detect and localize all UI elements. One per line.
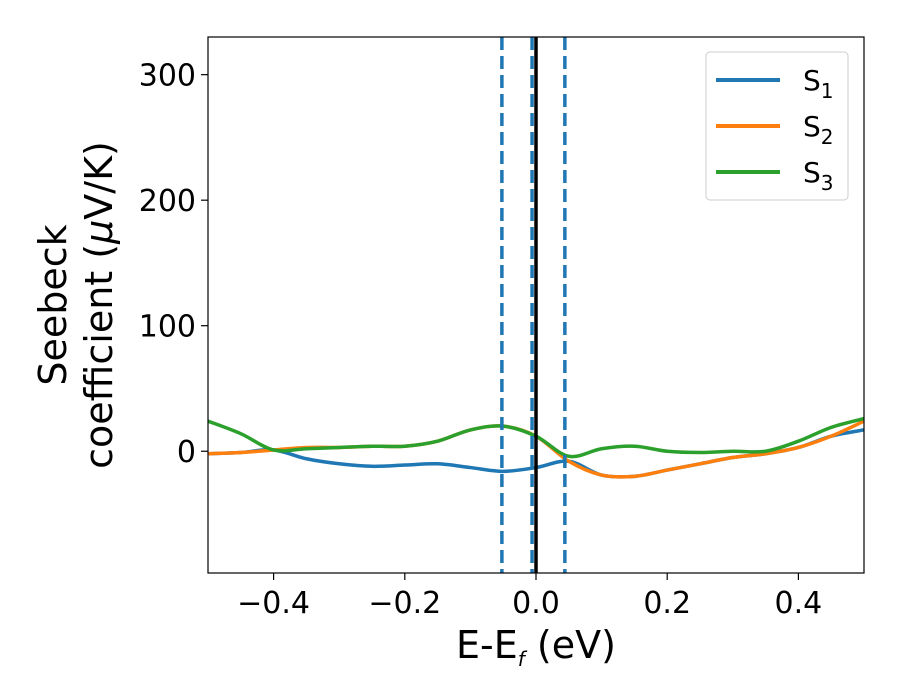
x-tick-label: 0.2 <box>643 586 691 621</box>
y-tick-label: 300 <box>139 59 196 94</box>
y-axis-label-line2: coefficient (μV/K) <box>77 141 121 469</box>
axis-ticks: −0.4 −0.2 0.0 0.2 0.4 0 100 200 300 <box>139 59 823 621</box>
legend-label-s2: S2 <box>803 110 834 149</box>
reference-lines <box>500 37 567 573</box>
legend-label-s3: S3 <box>803 156 834 195</box>
x-tick-label: −0.2 <box>368 586 441 621</box>
x-axis-label: E-Ef (eV) <box>456 623 616 671</box>
y-axis-label-line1: Seebeck <box>31 224 75 385</box>
x-tick-label: −0.4 <box>237 586 310 621</box>
x-tick-label: 0.4 <box>775 586 823 621</box>
x-tick-label: 0.0 <box>512 586 560 621</box>
y-tick-label: 100 <box>139 310 196 345</box>
y-tick-label: 200 <box>139 184 196 219</box>
y-tick-label: 0 <box>177 435 196 470</box>
legend-label-s1: S1 <box>803 64 834 103</box>
legend: S1 S2 S3 <box>705 51 849 201</box>
y-axis-label: Seebeck coefficient (μV/K) <box>31 141 121 469</box>
